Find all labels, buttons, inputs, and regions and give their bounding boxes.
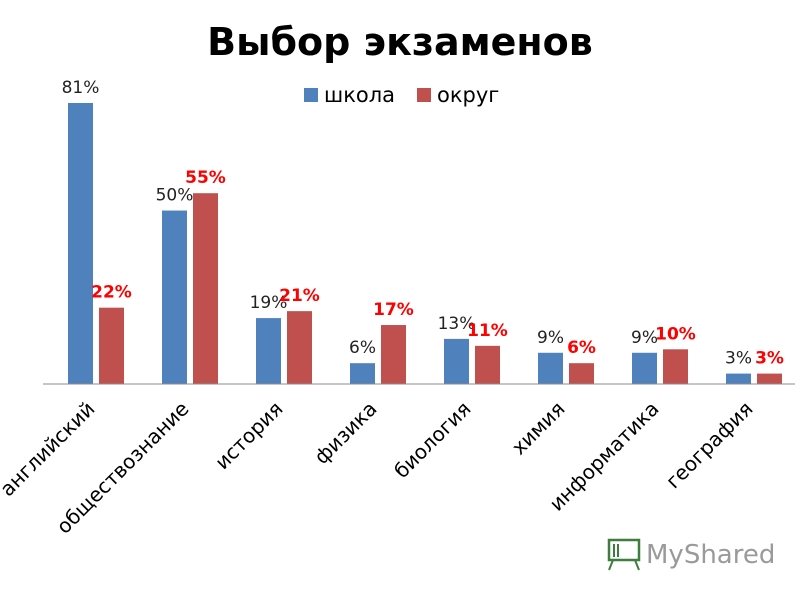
bar-district-3	[381, 325, 406, 384]
value-label-school-3: 6%	[349, 338, 376, 358]
bar-school-2	[256, 318, 281, 384]
value-label-school-2: 19%	[250, 293, 288, 313]
bar-district-1	[193, 193, 218, 384]
bar-district-5	[569, 363, 594, 384]
category-label-4: биология	[389, 397, 475, 483]
chart-title: Выбор экзаменов	[207, 20, 593, 64]
category-label-5: химия	[507, 397, 570, 460]
bar-district-6	[663, 349, 688, 384]
presentation-board-icon	[607, 538, 641, 571]
category-label-3: физика	[309, 397, 381, 469]
value-label-district-5: 6%	[567, 338, 596, 358]
bar-school-6	[632, 352, 657, 384]
value-label-school-0: 81%	[62, 78, 100, 98]
category-label-2: история	[210, 397, 288, 475]
value-label-school-5: 9%	[537, 328, 564, 348]
value-label-district-6: 10%	[655, 324, 696, 344]
bar-district-0	[99, 307, 124, 384]
legend-swatch-district	[417, 88, 431, 102]
value-label-school-1: 50%	[156, 186, 194, 206]
value-label-district-2: 21%	[279, 286, 320, 306]
legend-label-school: школа	[324, 83, 395, 107]
value-label-district-0: 22%	[91, 283, 132, 303]
value-label-district-3: 17%	[373, 300, 414, 320]
value-label-school-7: 3%	[725, 349, 752, 369]
value-label-district-4: 11%	[467, 321, 508, 341]
category-label-7: география	[661, 397, 758, 494]
bar-school-5	[538, 352, 563, 384]
watermark: MyShared	[607, 538, 775, 571]
bar-school-7	[726, 373, 751, 384]
value-label-school-6: 9%	[631, 328, 658, 348]
bar-school-4	[444, 338, 469, 384]
bar-school-1	[162, 210, 187, 384]
value-labels: 81%22%50%55%19%21%6%17%13%11% 9%6%9%10%3%…	[62, 78, 784, 369]
bar-school-0	[68, 103, 93, 384]
watermark-text: MyShared	[646, 540, 775, 570]
bar-district-2	[287, 311, 312, 384]
bar-school-3	[350, 363, 375, 384]
value-label-district-1: 55%	[185, 168, 226, 188]
legend-label-district: округ	[437, 83, 499, 107]
category-label-0: английский	[0, 397, 100, 501]
value-label-district-7: 3%	[755, 349, 784, 369]
bars	[68, 103, 782, 384]
value-label-school-4: 13%	[438, 314, 476, 334]
bar-district-7	[757, 373, 782, 384]
bar-district-4	[475, 345, 500, 384]
legend: школа округ	[304, 83, 499, 107]
legend-swatch-school	[304, 88, 318, 102]
